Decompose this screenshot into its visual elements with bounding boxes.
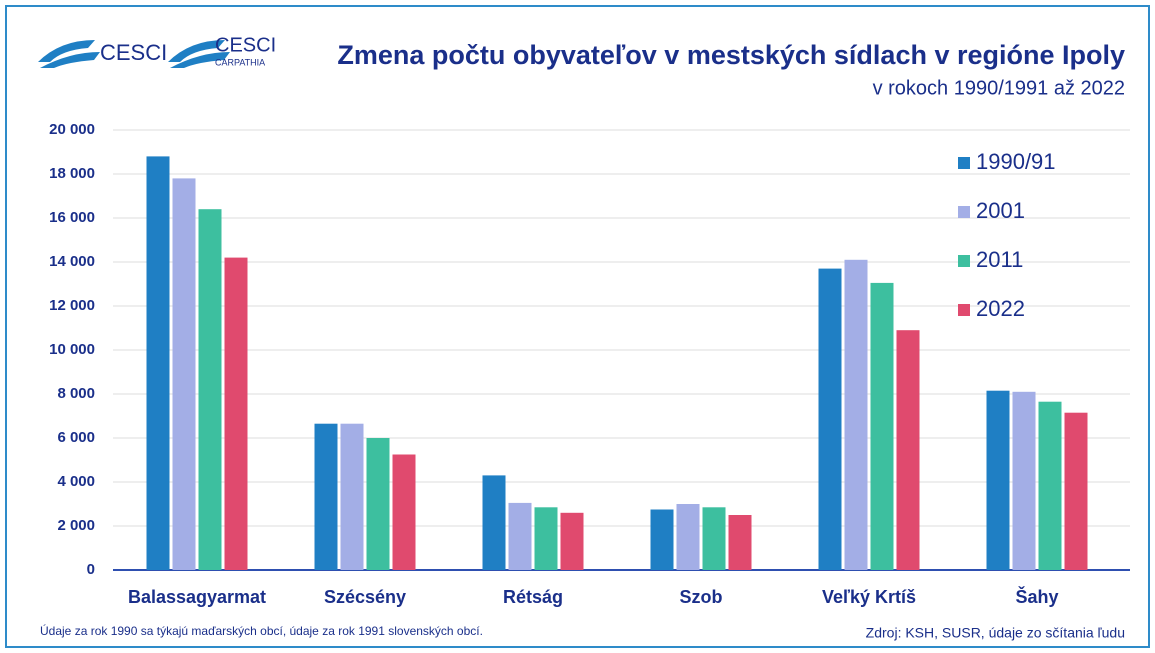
bar bbox=[146, 156, 170, 570]
logo-icon bbox=[38, 40, 95, 62]
logo: CESCI bbox=[100, 40, 167, 65]
x-tick-label: Šahy bbox=[1015, 586, 1058, 607]
y-tick-label: 16 000 bbox=[49, 209, 95, 226]
bar bbox=[728, 515, 752, 570]
bar bbox=[1012, 391, 1036, 570]
y-tick-label: 2 000 bbox=[57, 517, 95, 534]
bar bbox=[1064, 412, 1088, 570]
legend-swatch bbox=[958, 304, 970, 316]
y-tick-label: 10 000 bbox=[49, 341, 95, 358]
bar bbox=[702, 507, 726, 570]
legend-label: 1990/91 bbox=[976, 149, 1056, 174]
legend-swatch bbox=[958, 157, 970, 169]
y-tick-label: 14 000 bbox=[49, 253, 95, 270]
bar bbox=[172, 178, 196, 570]
y-tick-label: 4 000 bbox=[57, 473, 95, 490]
bar bbox=[676, 504, 700, 570]
y-tick-label: 20 000 bbox=[49, 121, 95, 138]
legend-label: 2011 bbox=[976, 247, 1023, 272]
bar bbox=[508, 502, 532, 570]
bar bbox=[870, 282, 894, 570]
source: Zdroj: KSH, SUSR, údaje zo sčítania ľudu bbox=[866, 625, 1125, 641]
y-tick-label: 8 000 bbox=[57, 385, 95, 402]
bar bbox=[482, 475, 506, 570]
x-tick-label: Rétság bbox=[503, 587, 563, 607]
bar bbox=[340, 423, 364, 570]
bar bbox=[560, 512, 584, 570]
bar bbox=[198, 209, 222, 570]
logo-icon bbox=[168, 40, 225, 62]
legend-label: 2001 bbox=[976, 198, 1025, 223]
x-tick-label: Balassagyarmat bbox=[128, 587, 266, 607]
bar bbox=[1038, 401, 1062, 570]
logo: CARPATHIA bbox=[215, 57, 265, 67]
x-tick-label: Szob bbox=[680, 587, 723, 607]
bar bbox=[650, 509, 674, 570]
x-tick-label: Szécsény bbox=[324, 587, 406, 607]
bar bbox=[534, 507, 558, 570]
bar bbox=[986, 390, 1010, 570]
bar bbox=[392, 454, 416, 570]
logo-icon bbox=[40, 52, 100, 68]
frame bbox=[5, 5, 1150, 648]
y-tick-label: 12 000 bbox=[49, 297, 95, 314]
logo: CESCI bbox=[215, 34, 276, 56]
logo-icon bbox=[170, 52, 230, 68]
legend-label: 2022 bbox=[976, 296, 1025, 321]
bar bbox=[366, 438, 390, 570]
bar bbox=[844, 259, 868, 570]
legend-swatch bbox=[958, 255, 970, 267]
chart-title: Zmena počtu obyvateľov v mestských sídla… bbox=[337, 40, 1125, 70]
legend-swatch bbox=[958, 206, 970, 218]
bar bbox=[224, 257, 248, 570]
bar bbox=[818, 268, 842, 570]
y-tick-label: 0 bbox=[87, 561, 95, 578]
note: Údaje za rok 1990 sa týkajú maďarských o… bbox=[40, 623, 483, 638]
chart-subtitle: v rokoch 1990/1991 až 2022 bbox=[873, 77, 1125, 99]
y-tick-label: 6 000 bbox=[57, 429, 95, 446]
bar bbox=[896, 330, 920, 570]
y-tick-label: 18 000 bbox=[49, 165, 95, 182]
x-tick-label: Veľký Krtíš bbox=[822, 587, 916, 607]
bar bbox=[314, 423, 338, 570]
